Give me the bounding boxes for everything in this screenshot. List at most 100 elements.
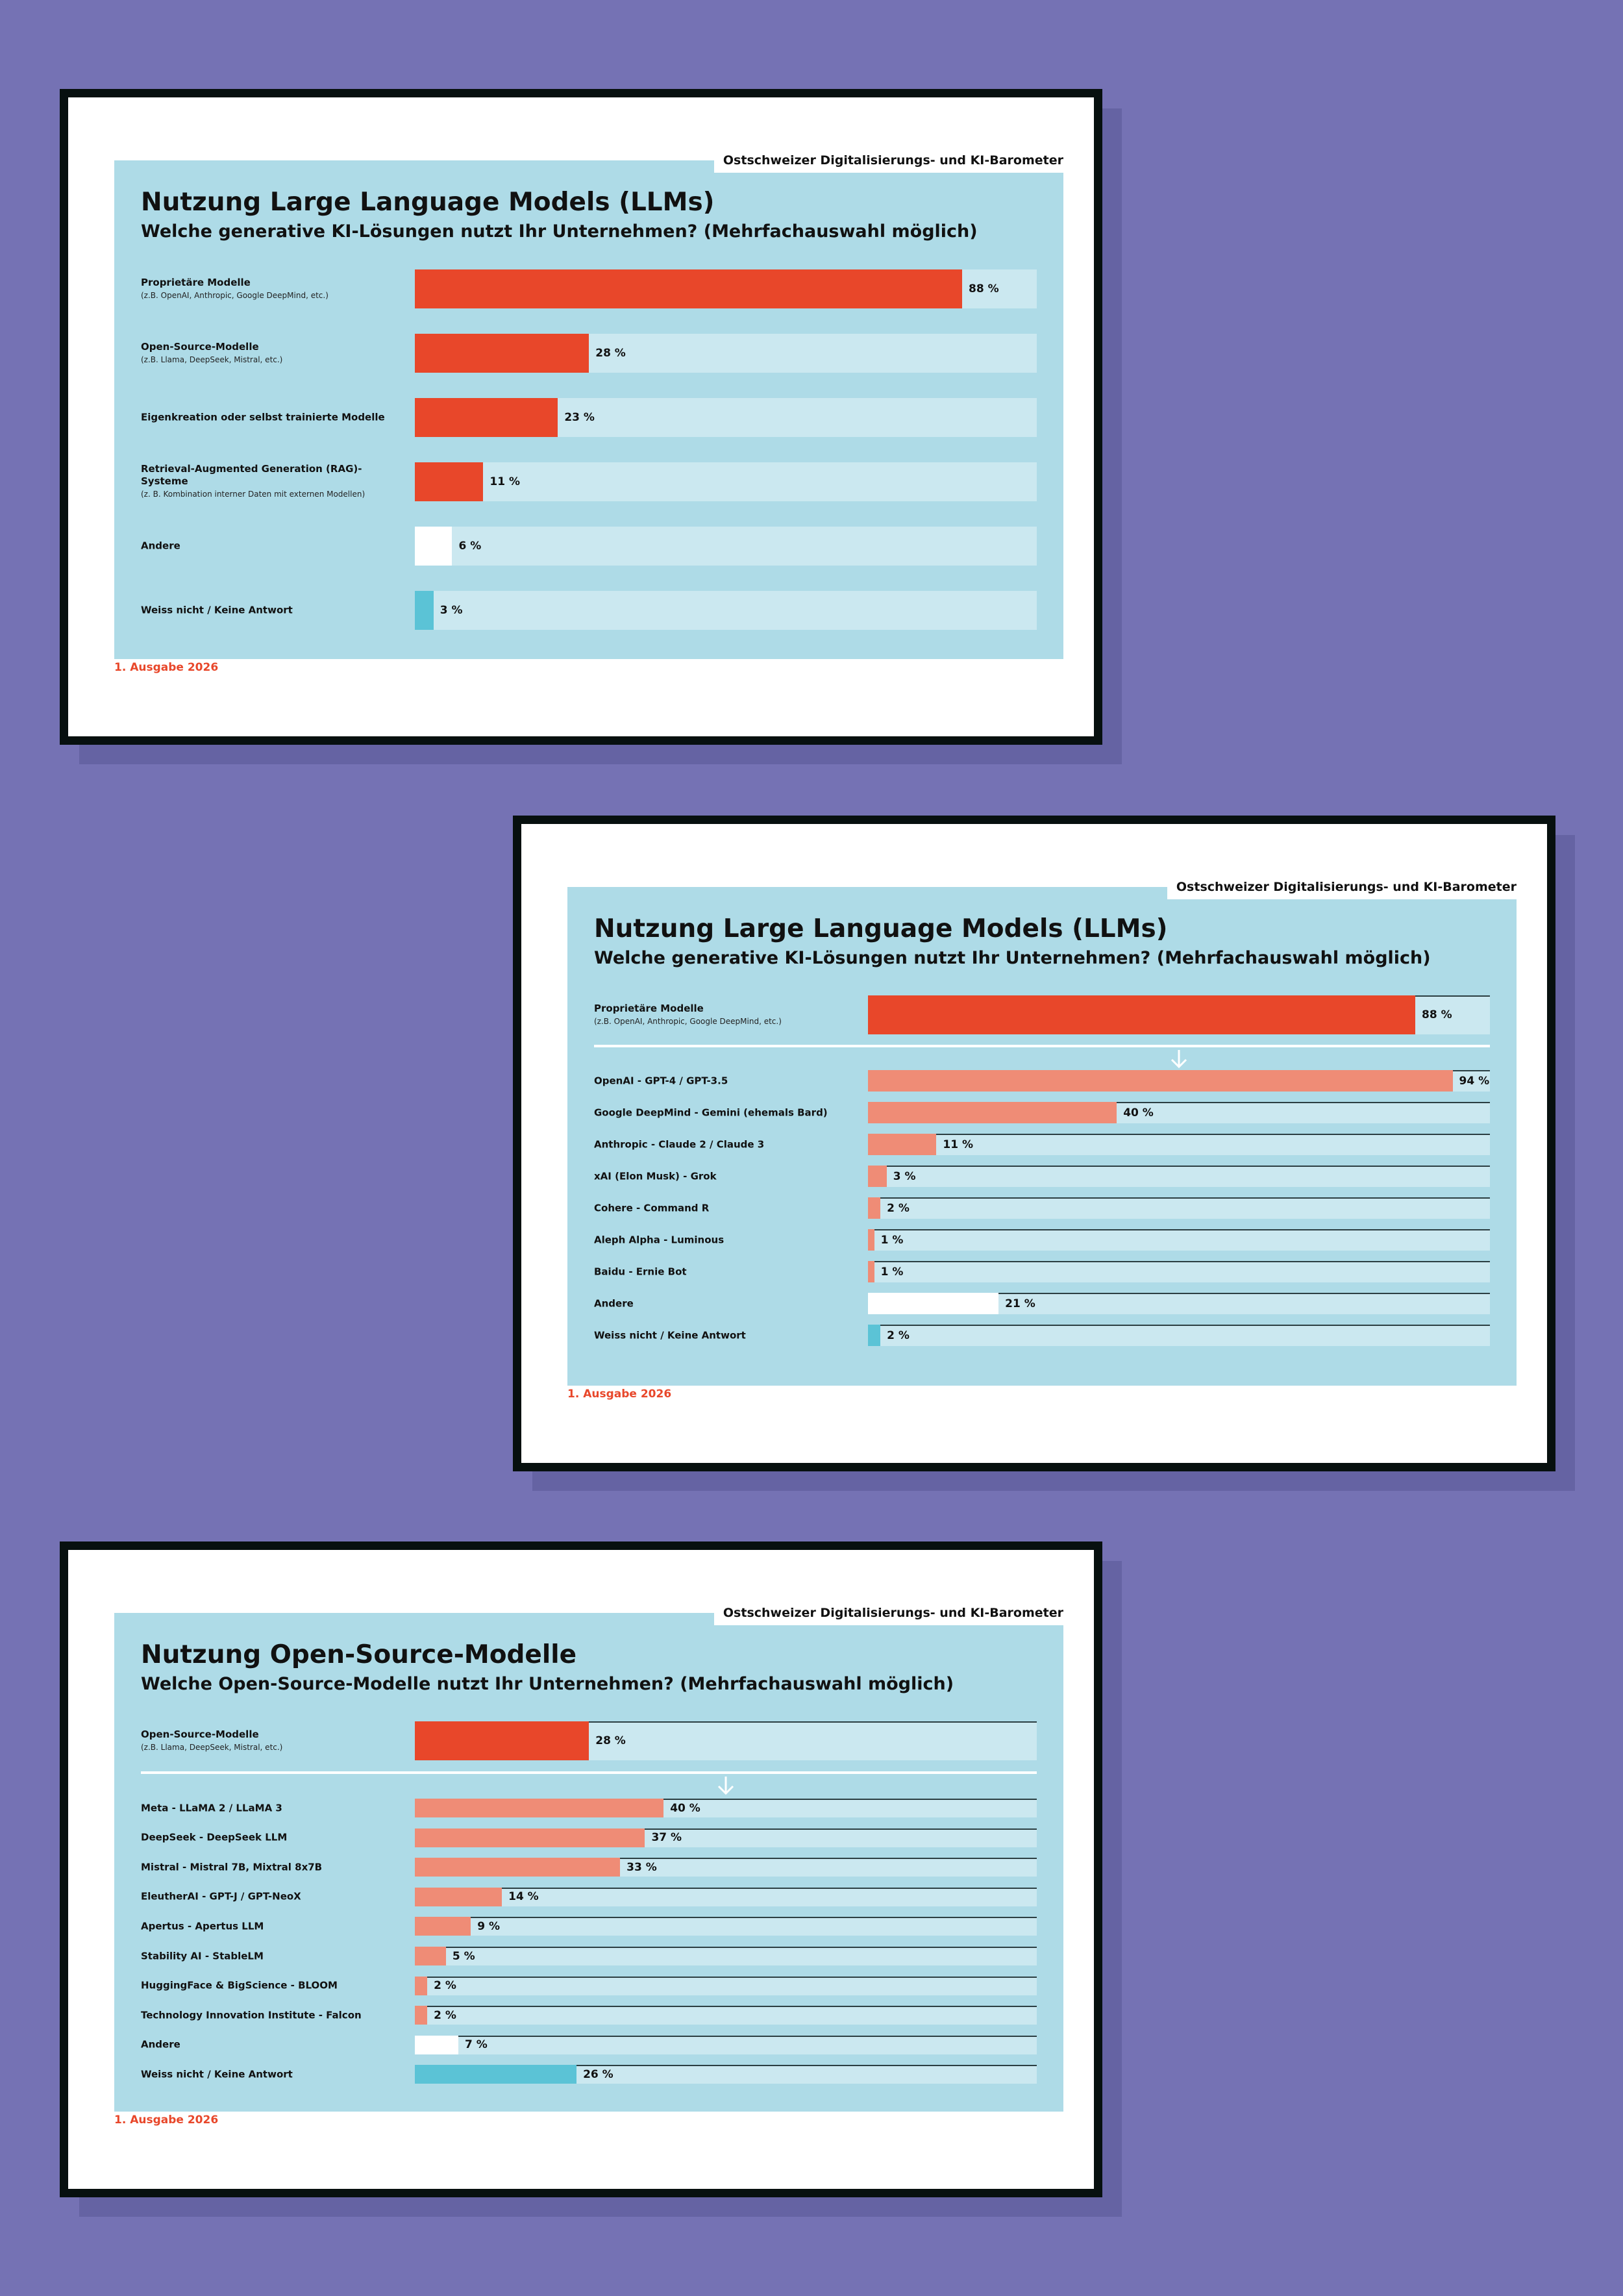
category-label-text: Proprietäre Modelle	[594, 1002, 704, 1014]
category-label-text: Open-Source-Modelle	[141, 1728, 259, 1740]
category-label: Baidu - Ernie Bot	[594, 1266, 860, 1278]
category-label-text: Apertus - Apertus LLM	[141, 1920, 264, 1932]
category-label-text: Open-Source-Modelle	[141, 340, 259, 353]
bar	[868, 1102, 1117, 1123]
bar	[415, 1858, 621, 1877]
divider-line	[594, 1045, 1490, 1047]
bar-top-rule	[415, 1799, 1037, 1800]
category-label-text: Stability AI - StableLM	[141, 1949, 264, 1962]
data-label: 2 %	[887, 1201, 910, 1215]
data-label: 33 %	[626, 1860, 657, 1874]
bar-track: 2 %	[415, 2006, 1037, 2025]
category-label-text: DeepSeek - DeepSeek LLM	[141, 1831, 288, 1843]
bar	[868, 1070, 1453, 1092]
category-label-text: Google DeepMind - Gemini (ehemals Bard)	[594, 1106, 828, 1118]
bar-track: 26 %	[415, 2065, 1037, 2084]
bar	[415, 462, 484, 501]
category-note: (z.B. Llama, DeepSeek, Mistral, etc.)	[141, 1743, 283, 1752]
bar	[868, 1229, 874, 1251]
bar-top-rule	[868, 1229, 1490, 1230]
edition-badge: 1. Ausgabe 2026	[114, 659, 229, 677]
bar-top-rule	[868, 1261, 1490, 1262]
category-label: EleutherAI - GPT-J / GPT-NeoX	[141, 1891, 407, 1903]
category-note: (z.B. OpenAI, Anthropic, Google DeepMind…	[141, 291, 328, 300]
bar	[415, 269, 963, 308]
category-label: OpenAI - GPT-4 / GPT-3.5	[594, 1075, 860, 1087]
category-label: Proprietäre Modelle (z.B. OpenAI, Anthrop…	[594, 1003, 860, 1027]
data-label: 2 %	[434, 1979, 456, 1993]
slide-3: Ostschweizer Digitalisierungs- und KI-Ba…	[114, 1604, 1063, 2130]
bar	[415, 1917, 471, 1936]
bar	[868, 1134, 937, 1155]
data-label: 88 %	[1422, 1008, 1452, 1021]
data-label: 3 %	[893, 1169, 916, 1183]
category-label-text: Andere	[141, 540, 180, 552]
bar-track: 2 %	[415, 1976, 1037, 1995]
data-label: 14 %	[508, 1890, 539, 1904]
bar-track: 28 %	[415, 1721, 1037, 1760]
bar-track: 11 %	[415, 462, 1037, 501]
data-label: 37 %	[651, 1831, 682, 1845]
category-label-text: Baidu - Ernie Bot	[594, 1265, 687, 1277]
bar	[415, 1828, 645, 1847]
edition-badge: 1. Ausgabe 2026	[567, 1386, 682, 1404]
bar-top-rule	[868, 1134, 1490, 1135]
category-label-text: Technology Innovation Institute - Falcon	[141, 2009, 362, 2021]
category-label: Aleph Alpha - Luminous	[594, 1234, 860, 1246]
data-label: 7 %	[465, 2038, 488, 2052]
data-label: 23 %	[564, 411, 595, 424]
bar-top-rule	[868, 1325, 1490, 1326]
bar-top-rule	[415, 1947, 1037, 1948]
category-label: Weiss nicht / Keine Antwort	[141, 2068, 407, 2080]
data-label: 6 %	[458, 540, 482, 553]
bar-track: 2 %	[868, 1197, 1490, 1219]
category-label: Meta - LLaMA 2 / LLaMA 3	[141, 1802, 407, 1814]
bar	[415, 2006, 428, 2025]
bar-top-rule	[415, 2006, 1037, 2008]
category-label-text: Andere	[594, 1297, 634, 1309]
category-label: Anthropic - Claude 2 / Claude 3	[594, 1138, 860, 1151]
category-note: (z.B. Llama, DeepSeek, Mistral, etc.)	[141, 355, 283, 364]
bar	[415, 1721, 589, 1760]
slide-title: Nutzung Open-Source-Modelle	[141, 1640, 577, 1669]
category-label: Stability AI - StableLM	[141, 1950, 407, 1962]
monitor-3: Ostschweizer Digitalisierungs- und KI-Ba…	[60, 1541, 1102, 2197]
category-label: DeepSeek - DeepSeek LLM	[141, 1832, 407, 1844]
bar	[415, 2035, 459, 2054]
category-label: xAI (Elon Musk) - Grok	[594, 1170, 860, 1182]
bar-track: 94 %	[868, 1070, 1490, 1092]
data-label: 28 %	[595, 1734, 626, 1747]
bar-track: 33 %	[415, 1858, 1037, 1877]
data-label: 21 %	[1005, 1297, 1035, 1310]
bar	[868, 1325, 881, 1346]
bar-top-rule	[868, 1166, 1490, 1167]
data-label: 11 %	[489, 475, 520, 488]
bar-track: 5 %	[415, 1947, 1037, 1965]
arrow-down-icon	[1171, 1050, 1187, 1069]
divider-line	[141, 1771, 1037, 1774]
category-label: Mistral - Mistral 7B, Mixtral 8x7B	[141, 1861, 407, 1873]
bar-top-rule	[415, 1976, 1037, 1978]
bar	[868, 1166, 887, 1187]
bar-top-rule	[868, 1197, 1490, 1199]
category-label-text: Weiss nicht / Keine Antwort	[141, 604, 293, 616]
category-label-text: Andere	[141, 2038, 180, 2051]
category-label: Proprietäre Modelle (z.B. OpenAI, Anthrop…	[141, 277, 407, 301]
bar-track: 88 %	[415, 269, 1037, 308]
bar-track: 37 %	[415, 1828, 1037, 1847]
bar-top-rule	[415, 1887, 1037, 1889]
category-label: Technology Innovation Institute - Falcon	[141, 2009, 407, 2021]
bar	[868, 1261, 874, 1282]
bar-track: 11 %	[868, 1134, 1490, 1155]
slide-1: Ostschweizer Digitalisierungs- und KI-Ba…	[114, 151, 1063, 677]
category-label-text: Retrieval-Augmented Generation (RAG)-Sys…	[141, 463, 362, 488]
bar-top-rule	[415, 2065, 1037, 2067]
bar-track: 3 %	[415, 591, 1037, 630]
bar-top-rule	[415, 1858, 1037, 1860]
slide-subtitle: Welche Open-Source-Modelle nutzt Ihr Unt…	[141, 1674, 954, 1694]
bar-track: 28 %	[415, 334, 1037, 373]
data-label: 94 %	[1459, 1074, 1490, 1088]
data-label: 9 %	[477, 1919, 500, 1933]
data-label: 28 %	[595, 347, 626, 360]
data-label: 88 %	[969, 282, 999, 295]
